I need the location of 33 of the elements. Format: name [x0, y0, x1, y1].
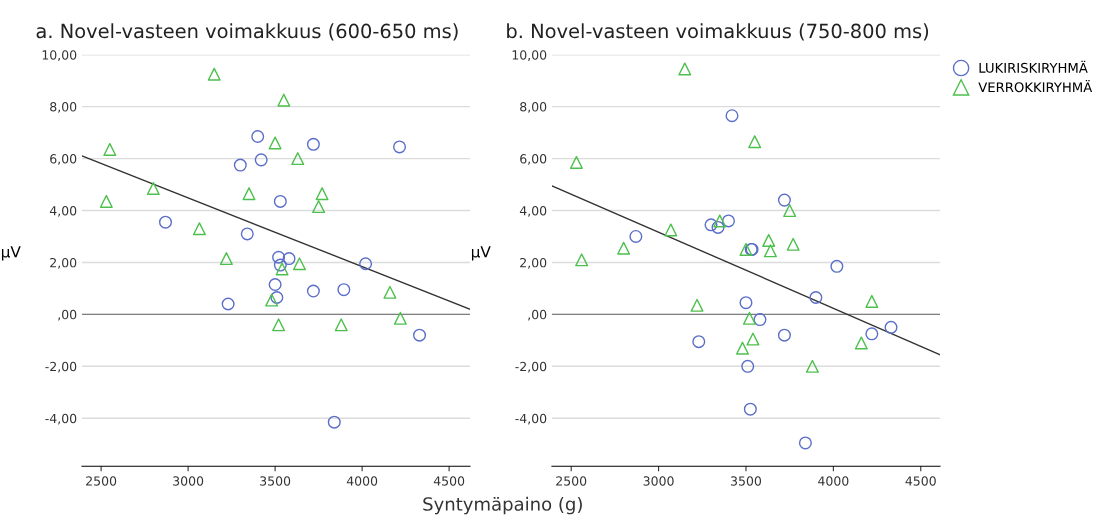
y-tick-label: 2,00: [520, 257, 547, 269]
y-tick-label: -4,00: [515, 413, 547, 425]
x-tick-label: 2500: [556, 476, 587, 486]
chart-title: b. Novel-vasteen voimakkuus (750-800 ms): [507, 23, 929, 41]
y-axis-title: µV: [1, 246, 21, 261]
y-tick-label: 6,00: [520, 154, 547, 165]
x-tick-label: 3000: [643, 476, 674, 486]
y-tick-label: -2,00: [515, 361, 547, 373]
x-tick-label: 4500: [905, 476, 936, 486]
y-axis-title: µV: [471, 246, 491, 261]
y-tick-label: 8,00: [520, 102, 547, 113]
legend-label: LUKIRISKIRYHMÄ: [979, 60, 1088, 73]
y-tick-label: ,00: [58, 309, 77, 321]
y-tick-label: 6,00: [50, 154, 77, 165]
chart-title: a. Novel-vasteen voimakkuus (600-650 ms): [36, 23, 458, 41]
y-tick-label: ,00: [528, 309, 547, 321]
y-tick-label: 2,00: [50, 257, 77, 269]
x-tick-label: 3500: [260, 476, 291, 486]
legend-label: VERROKKIRYHMÄ: [978, 80, 1093, 93]
x-tick-label: 2500: [86, 476, 117, 486]
x-tick-label: 4000: [346, 476, 378, 486]
y-tick-label: 8,00: [50, 102, 77, 113]
y-tick-label: 4,00: [519, 205, 547, 217]
y-tick-label: 10,00: [42, 50, 77, 61]
y-tick-label: 4,00: [49, 205, 77, 217]
y-tick-label: -4,00: [45, 413, 77, 425]
x-tick-label: 4500: [433, 476, 465, 486]
x-tick-label: 4000: [818, 476, 849, 486]
y-tick-label: 10,00: [512, 50, 547, 61]
y-tick-label: -2,00: [45, 361, 77, 373]
x-axis-title: Syntymäpaino (g): [423, 496, 582, 515]
x-tick-label: 3000: [173, 476, 204, 486]
x-tick-label: 3500: [731, 476, 762, 486]
